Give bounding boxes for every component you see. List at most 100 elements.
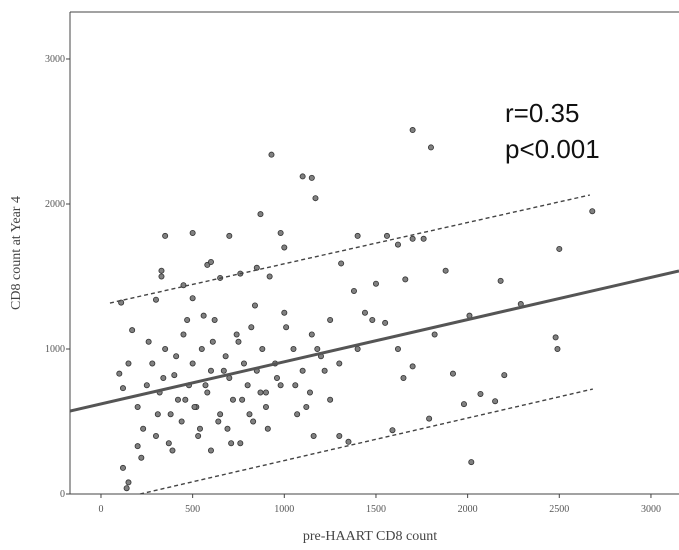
point xyxy=(299,173,306,180)
point xyxy=(229,396,236,403)
point xyxy=(200,312,207,319)
point xyxy=(235,338,242,345)
point xyxy=(171,372,178,379)
point xyxy=(207,447,214,454)
point xyxy=(409,363,416,370)
point xyxy=(191,403,198,410)
point xyxy=(389,427,396,434)
point xyxy=(217,411,224,418)
point xyxy=(134,403,141,410)
point xyxy=(116,370,123,377)
point xyxy=(409,235,416,242)
point xyxy=(277,229,284,236)
point xyxy=(152,296,159,303)
point xyxy=(178,418,185,425)
point xyxy=(310,432,317,439)
prediction-line xyxy=(109,194,591,304)
point xyxy=(226,232,233,239)
point xyxy=(240,360,247,367)
point xyxy=(189,295,196,302)
point xyxy=(327,316,334,323)
point xyxy=(345,438,352,445)
point xyxy=(431,331,438,338)
point xyxy=(262,389,269,396)
point xyxy=(123,485,130,492)
point xyxy=(383,232,390,239)
point xyxy=(222,353,229,360)
point xyxy=(180,331,187,338)
point xyxy=(129,327,136,334)
point xyxy=(244,382,251,389)
point xyxy=(162,232,169,239)
point xyxy=(442,267,449,274)
point xyxy=(394,241,401,248)
point xyxy=(350,287,357,294)
x-tick-label: 3000 xyxy=(641,504,661,515)
point xyxy=(308,174,315,181)
point xyxy=(402,276,409,283)
point xyxy=(427,144,434,151)
point xyxy=(211,316,218,323)
point xyxy=(149,360,156,367)
point xyxy=(248,324,255,331)
point xyxy=(237,440,244,447)
y-tick-label: 0 xyxy=(60,489,65,500)
point xyxy=(182,396,189,403)
point xyxy=(173,353,180,360)
point xyxy=(174,396,181,403)
point xyxy=(308,331,315,338)
point xyxy=(140,425,147,432)
point xyxy=(281,309,288,316)
point xyxy=(554,345,561,352)
point xyxy=(196,425,203,432)
point xyxy=(250,418,257,425)
point xyxy=(477,390,484,397)
point xyxy=(426,415,433,422)
x-tick-label: 1000 xyxy=(274,504,294,515)
point xyxy=(321,367,328,374)
point xyxy=(283,324,290,331)
point xyxy=(336,360,343,367)
point xyxy=(158,267,165,274)
point xyxy=(492,398,499,405)
prediction-line xyxy=(139,388,593,495)
point xyxy=(158,273,165,280)
point xyxy=(449,370,456,377)
point xyxy=(292,382,299,389)
point xyxy=(215,418,222,425)
point xyxy=(202,382,209,389)
point xyxy=(160,374,167,381)
point xyxy=(162,345,169,352)
point xyxy=(125,479,132,486)
point xyxy=(294,411,301,418)
point xyxy=(257,389,264,396)
point xyxy=(400,374,407,381)
point xyxy=(501,372,508,379)
point xyxy=(266,273,273,280)
point xyxy=(589,208,596,215)
point xyxy=(338,260,345,267)
point xyxy=(354,232,361,239)
point xyxy=(268,151,275,158)
point xyxy=(306,389,313,396)
point xyxy=(290,345,297,352)
point xyxy=(327,396,334,403)
point xyxy=(336,432,343,439)
point xyxy=(303,403,310,410)
x-axis-label: pre-HAART CD8 count xyxy=(303,529,437,544)
point xyxy=(119,385,126,392)
point xyxy=(460,401,467,408)
y-axis-label: CD8 count at Year 4 xyxy=(9,196,24,310)
point xyxy=(251,302,258,309)
point xyxy=(145,338,152,345)
point xyxy=(497,277,504,284)
point xyxy=(228,440,235,447)
point xyxy=(299,367,306,374)
point xyxy=(198,345,205,352)
point xyxy=(277,382,284,389)
regression-line xyxy=(69,269,679,413)
y-tick-label: 2000 xyxy=(45,199,65,210)
point xyxy=(220,367,227,374)
